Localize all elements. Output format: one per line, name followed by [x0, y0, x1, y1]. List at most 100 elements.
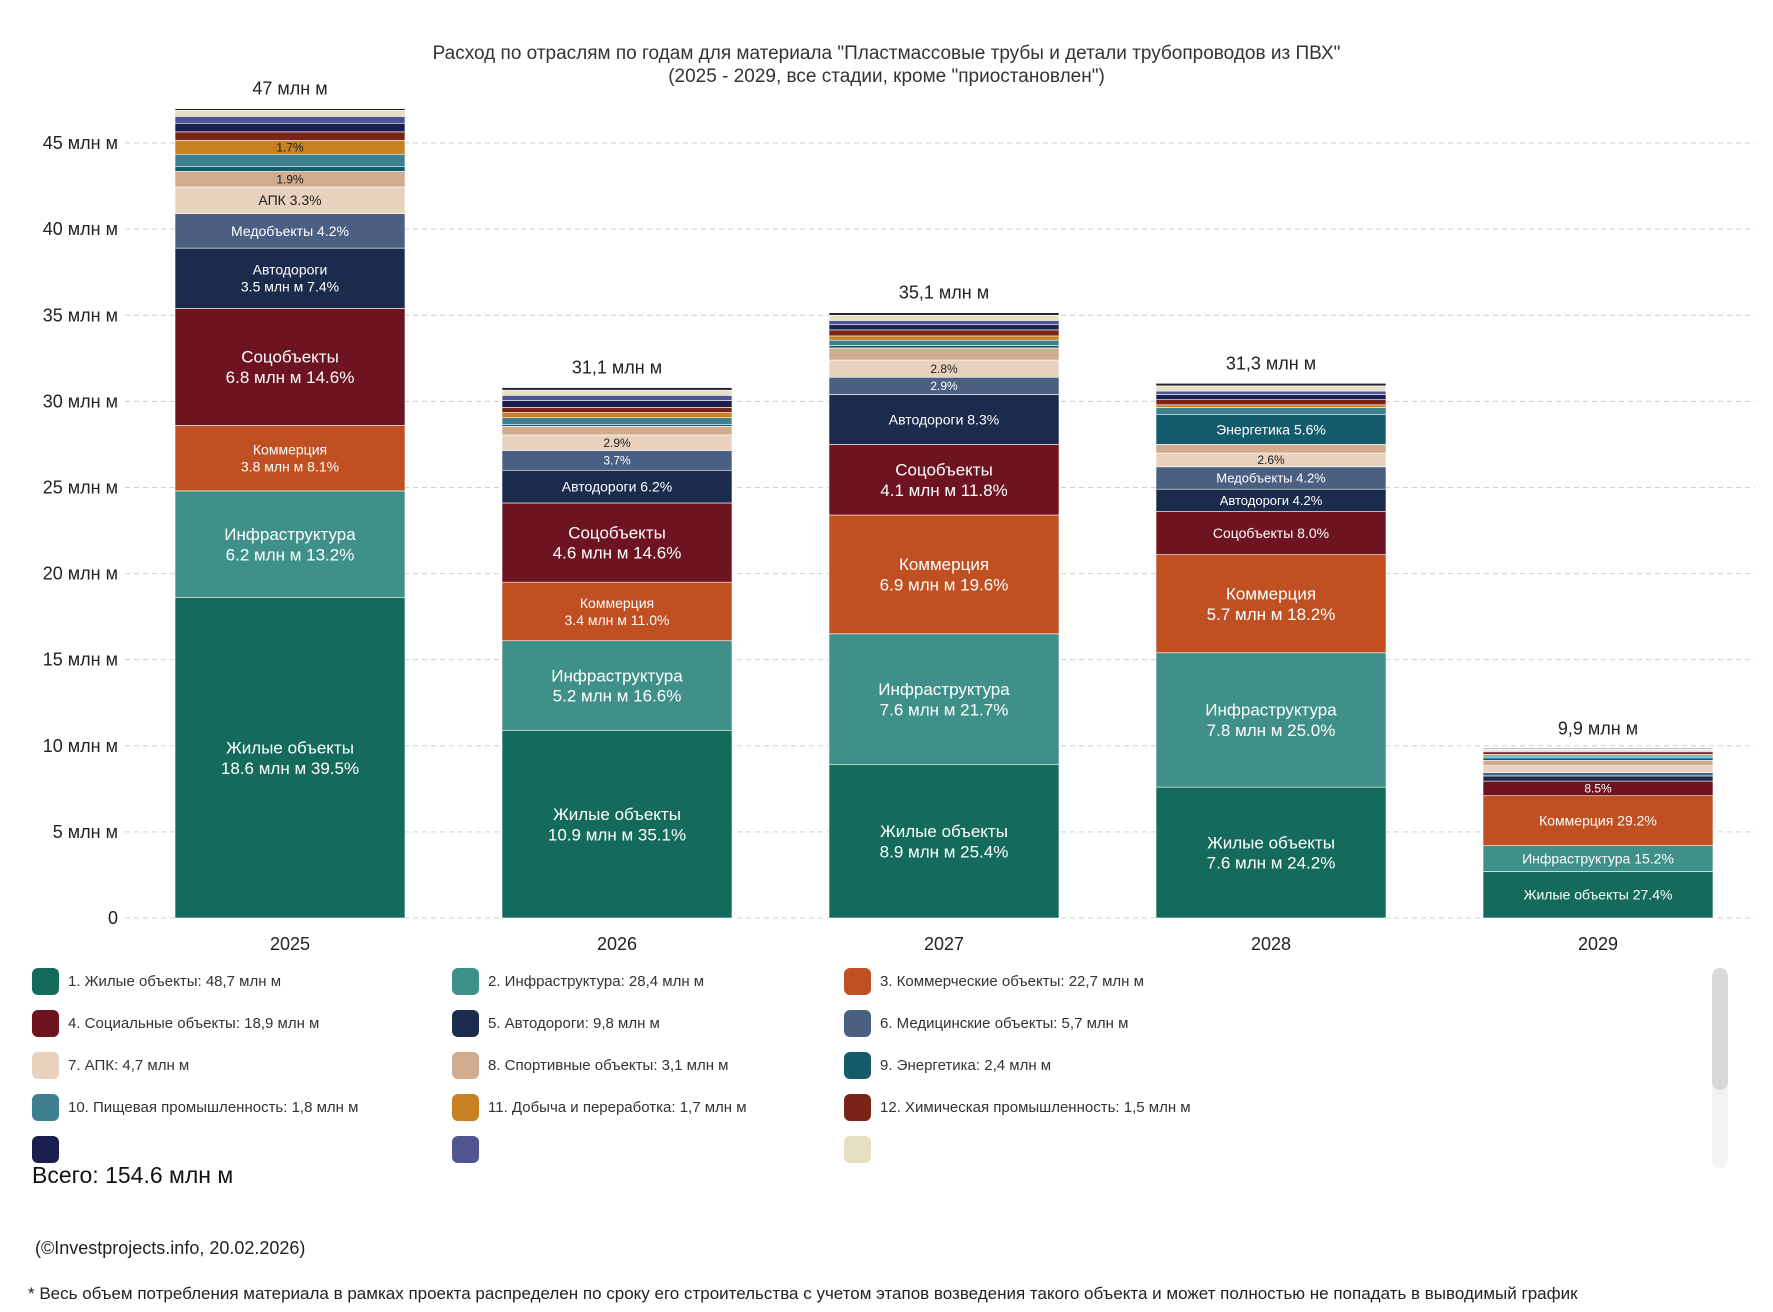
segment-label: 2.6% — [1257, 453, 1285, 467]
bar-segment[interactable] — [174, 166, 406, 172]
bar-segment[interactable] — [1155, 511, 1387, 555]
bar-segment[interactable] — [828, 339, 1060, 346]
legend-item[interactable]: 3. Коммерческие объекты: 22,7 млн м — [844, 968, 1144, 995]
legend-item[interactable] — [844, 1136, 880, 1163]
bar-segment[interactable] — [1155, 390, 1387, 395]
legend-item[interactable]: 7. АПК: 4,7 млн м — [32, 1052, 189, 1079]
bar-segment[interactable] — [828, 633, 1060, 766]
bar-segment[interactable] — [501, 581, 733, 642]
legend-item[interactable]: 12. Химическая промышленность: 1,5 млн м — [844, 1094, 1191, 1121]
bar-segment[interactable] — [828, 324, 1060, 331]
legend-item[interactable]: 8. Спортивные объекты: 3,1 млн м — [452, 1052, 729, 1079]
bar-segment[interactable] — [174, 116, 406, 124]
bar-segment[interactable] — [828, 444, 1060, 516]
bars[interactable] — [174, 108, 1714, 919]
bar-segment[interactable] — [174, 186, 406, 214]
bar-segment[interactable] — [828, 314, 1060, 321]
segment-label: Коммерция 29.2% — [1539, 813, 1657, 829]
bar-segment[interactable] — [1155, 652, 1387, 788]
bar-segment[interactable] — [1155, 554, 1387, 654]
bar-segment[interactable] — [1155, 404, 1387, 408]
bar-segment[interactable] — [1482, 775, 1714, 782]
bar-segment[interactable] — [1155, 385, 1387, 392]
legend-item[interactable]: 9. Энергетика: 2,4 млн м — [844, 1052, 1051, 1079]
bar-segment[interactable] — [828, 347, 1060, 361]
segment-label: 7.8 млн м 25.0% — [1207, 721, 1336, 740]
legend-swatch — [844, 1052, 871, 1079]
bar-segment[interactable] — [1482, 748, 1714, 750]
bar-total-label: 31,1 млн м — [572, 358, 662, 378]
bar-segment[interactable] — [1155, 444, 1387, 454]
legend-scroll-thumb[interactable] — [1712, 968, 1728, 1090]
bar-segment[interactable] — [1482, 871, 1714, 919]
bar-segment[interactable] — [1482, 795, 1714, 846]
bar-segment[interactable] — [174, 597, 406, 919]
bar-segment[interactable] — [174, 108, 406, 111]
bar-segment[interactable] — [501, 729, 733, 919]
legend-scrollbar[interactable] — [1712, 968, 1728, 1168]
bar-segment[interactable] — [174, 153, 406, 167]
segment-label: 2.9% — [930, 379, 958, 393]
bar-segment[interactable] — [501, 640, 733, 731]
bar-segment[interactable] — [501, 412, 733, 419]
bar-segment[interactable] — [1482, 772, 1714, 777]
bar-segment[interactable] — [501, 395, 733, 401]
bar-segment[interactable] — [828, 345, 1060, 349]
bar-segment[interactable] — [1155, 382, 1387, 387]
bar-segment[interactable] — [501, 387, 733, 391]
bar-segment[interactable] — [501, 469, 733, 504]
segment-label: 1.9% — [276, 172, 304, 186]
bar-segment[interactable] — [828, 329, 1060, 337]
legend-item[interactable]: 4. Социальные объекты: 18,9 млн м — [32, 1010, 319, 1037]
bar-segment[interactable] — [1482, 751, 1714, 755]
bar-segment[interactable] — [174, 213, 406, 249]
bar-segment[interactable] — [501, 417, 733, 425]
bar-segment[interactable] — [174, 247, 406, 309]
legend-item[interactable]: 2. Инфраструктура: 28,4 млн м — [452, 968, 704, 995]
segment-label: Коммерция — [899, 555, 989, 574]
bar-segment[interactable] — [1155, 394, 1387, 400]
bar-segment[interactable] — [501, 502, 733, 583]
y-axis: 0 5 млн м 10 млн м 15 млн м 20 млн м 25 млн м… — [43, 133, 118, 928]
legend-item[interactable]: 1. Жилые объекты: 48,7 млн м — [32, 968, 281, 995]
bar-segment[interactable] — [1155, 407, 1387, 415]
bar-segment[interactable] — [1155, 786, 1387, 919]
bar-segment[interactable] — [1482, 765, 1714, 773]
bar-segment[interactable] — [501, 407, 733, 413]
segment-label: Соцобъекты — [568, 523, 666, 542]
legend-item[interactable]: 5. Автодороги: 9,8 млн м — [452, 1010, 660, 1037]
bar-segment[interactable] — [1482, 757, 1714, 761]
bar-segment[interactable] — [828, 320, 1060, 326]
legend-item[interactable]: 10. Пищевая промышленность: 1,8 млн м — [32, 1094, 358, 1121]
bar-segment[interactable] — [174, 131, 406, 141]
bar-segment[interactable] — [1482, 845, 1714, 872]
bar-segment[interactable] — [828, 394, 1060, 445]
bar-segment[interactable] — [1155, 413, 1387, 445]
chart-title: Расход по отраслям по годам для материал… — [0, 42, 1773, 88]
bar-segment[interactable] — [828, 514, 1060, 635]
bar-segment[interactable] — [828, 335, 1060, 341]
bar-segment[interactable] — [174, 110, 406, 117]
bar-segment[interactable] — [174, 308, 406, 426]
y-tick-label: 25 млн м — [43, 477, 118, 497]
bar-segment[interactable] — [1482, 760, 1714, 766]
bar-segment[interactable] — [828, 312, 1060, 316]
segment-label: 10.9 млн м 35.1% — [548, 825, 686, 844]
legend-item[interactable] — [32, 1136, 68, 1163]
legend-label: 3. Коммерческие объекты: 22,7 млн м — [880, 973, 1144, 990]
legend-item[interactable]: 11. Добыча и переработка: 1,7 млн м — [452, 1094, 747, 1121]
bar-segment[interactable] — [501, 400, 733, 408]
legend-swatch — [452, 1094, 479, 1121]
x-tick-label: 2027 — [924, 934, 964, 954]
legend-item[interactable] — [452, 1136, 488, 1163]
x-tick-label: 2028 — [1251, 934, 1291, 954]
bar-segment[interactable] — [174, 490, 406, 598]
segment-label: Медобъекты 4.2% — [1216, 471, 1326, 486]
bar-segment[interactable] — [1155, 399, 1387, 406]
bar-segment[interactable] — [501, 426, 733, 436]
bar-segment[interactable] — [501, 389, 733, 396]
source-label: (©Investprojects.info, 20.02.2026) — [35, 1238, 306, 1258]
legend-item[interactable]: 6. Медицинские объекты: 5,7 млн м — [844, 1010, 1128, 1037]
bar-segment[interactable] — [174, 122, 406, 133]
bar-segment[interactable] — [828, 764, 1060, 919]
